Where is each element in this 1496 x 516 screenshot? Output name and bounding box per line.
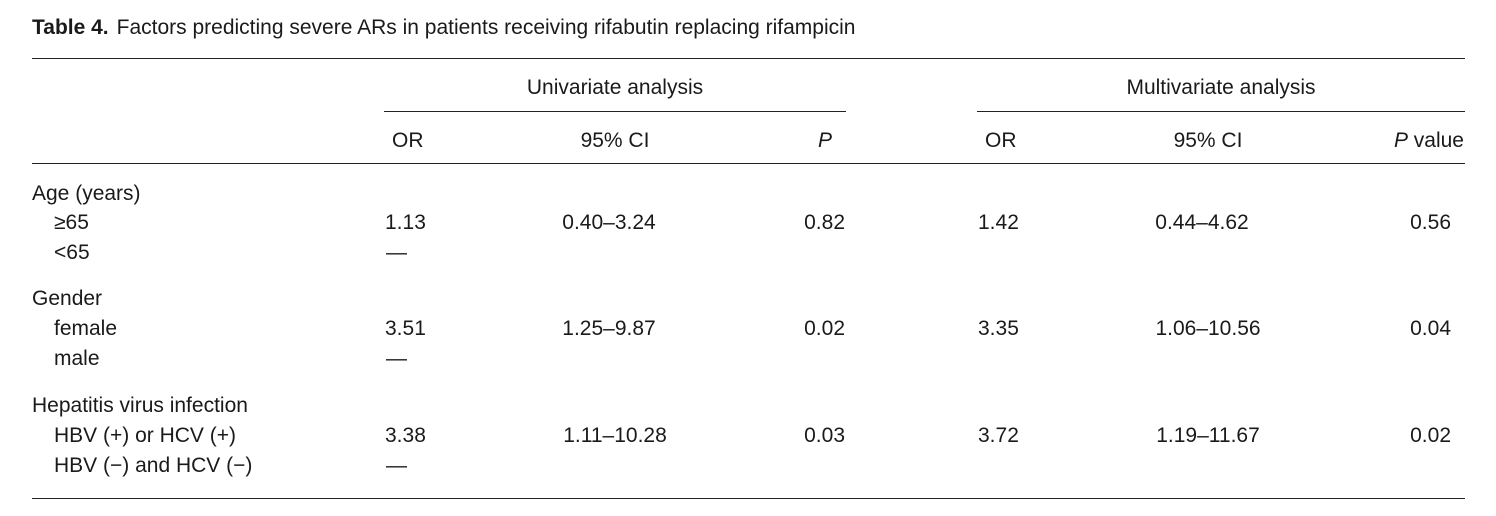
table-caption: Table 4. Factors predicting severe ARs in… (32, 16, 856, 40)
cell-uni-or: — (386, 347, 407, 370)
multivariate-rule (977, 111, 1465, 112)
cell-multi-ci: 1.19–11.67 (1156, 424, 1260, 447)
row-label: female (54, 317, 118, 340)
row-heading-hepatitis: Hepatitis virus infection (32, 394, 248, 417)
col-header-multi-p-italic: P (1393, 129, 1408, 152)
row-label: HBV (+) or HCV (+) (54, 424, 237, 447)
cell-multi-p: 0.02 (1410, 424, 1451, 447)
row-label: ≥65 (54, 211, 89, 234)
table-label: Table 4. (32, 16, 109, 39)
cell-multi-or: 3.35 (978, 317, 1019, 340)
cell-multi-or: 1.42 (978, 211, 1019, 234)
cell-uni-p: 0.82 (804, 211, 845, 234)
cell-uni-p: 0.02 (804, 317, 845, 340)
group-header-multivariate: Multivariate analysis (1126, 76, 1316, 99)
col-header-multi-p-rest: value (1407, 129, 1464, 152)
table-title: Factors predicting severe ARs in patient… (116, 16, 856, 39)
bottom-rule (32, 498, 1465, 499)
row-heading-age: Age (years) (32, 182, 141, 205)
row-label: HBV (−) and HCV (−) (54, 454, 253, 477)
cell-uni-or: 1.13 (385, 211, 426, 234)
col-header-uni-or: OR (392, 129, 424, 152)
col-header-multi-ci: 95% CI (1173, 129, 1243, 152)
cell-uni-ci: 1.11–10.28 (563, 424, 667, 447)
group-header-univariate: Univariate analysis (526, 76, 704, 99)
cell-uni-or: 3.38 (385, 424, 426, 447)
col-header-multi-p: P value (1394, 129, 1464, 153)
cell-uni-or: 3.51 (385, 317, 426, 340)
cell-uni-or: — (386, 241, 407, 264)
cell-multi-ci: 0.44–4.62 (1155, 211, 1249, 234)
top-rule (32, 58, 1465, 59)
col-header-uni-p: P (817, 129, 832, 152)
row-label: male (54, 347, 100, 370)
cell-uni-ci: 1.25–9.87 (562, 317, 656, 340)
cell-multi-ci: 1.06–10.56 (1155, 317, 1261, 340)
row-label: <65 (54, 241, 90, 264)
cell-uni-or: — (386, 454, 407, 477)
univariate-rule (384, 111, 846, 112)
cell-multi-or: 3.72 (978, 424, 1019, 447)
col-header-multi-or: OR (985, 129, 1017, 152)
col-header-uni-ci: 95% CI (580, 129, 650, 152)
row-heading-gender: Gender (32, 287, 103, 310)
header-rule (32, 163, 1465, 164)
cell-uni-ci: 0.40–3.24 (562, 211, 656, 234)
cell-uni-p: 0.03 (804, 424, 845, 447)
cell-multi-p: 0.56 (1410, 211, 1451, 234)
cell-multi-p: 0.04 (1410, 317, 1451, 340)
